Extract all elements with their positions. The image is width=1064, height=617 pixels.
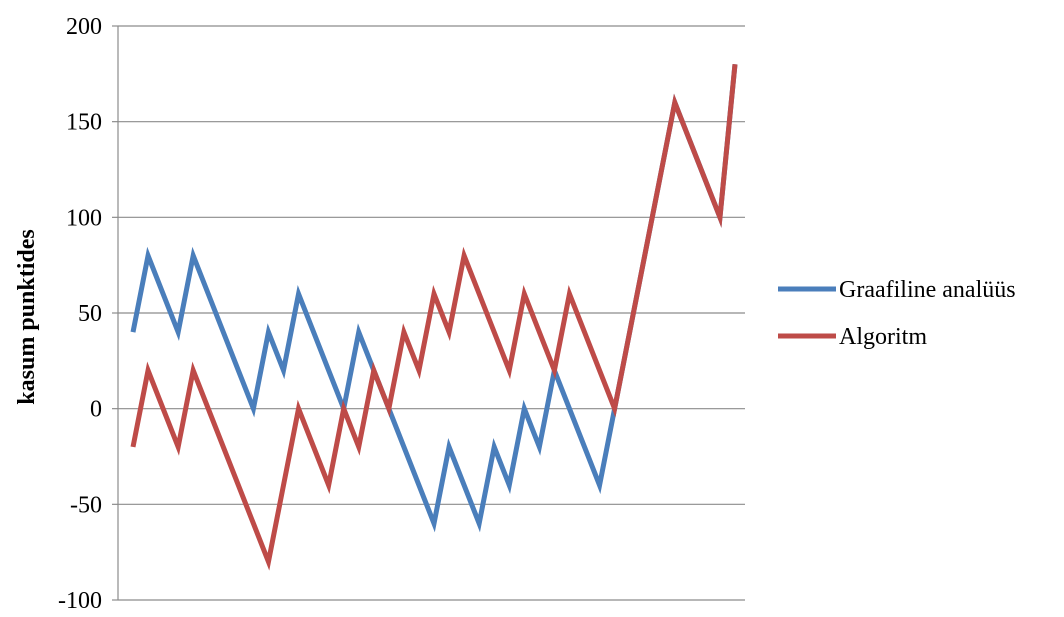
- y-tick-label: 200: [66, 14, 102, 40]
- y-axis-label: kasum punktides: [14, 229, 40, 404]
- y-tick-label: 50: [78, 301, 102, 327]
- y-tick-label: -100: [58, 588, 102, 612]
- y-tick-labels: 200 150 100 50 0 -50 -100: [58, 14, 102, 614]
- y-tick-label: 100: [66, 205, 102, 231]
- y-tick-label: 0: [90, 397, 102, 423]
- y-tick-label: 150: [66, 110, 102, 136]
- series-lines: [130, 64, 738, 571]
- series-line-algoritm: [130, 64, 738, 571]
- legend-label: Graafiline analüüs: [839, 277, 1016, 303]
- grid-lines: [118, 25, 745, 601]
- y-tick-label: -50: [70, 492, 102, 518]
- axes: [112, 25, 119, 601]
- legend-label: Algoritm: [839, 324, 927, 350]
- legend: Graafiline analüüs Algoritm: [778, 277, 1016, 350]
